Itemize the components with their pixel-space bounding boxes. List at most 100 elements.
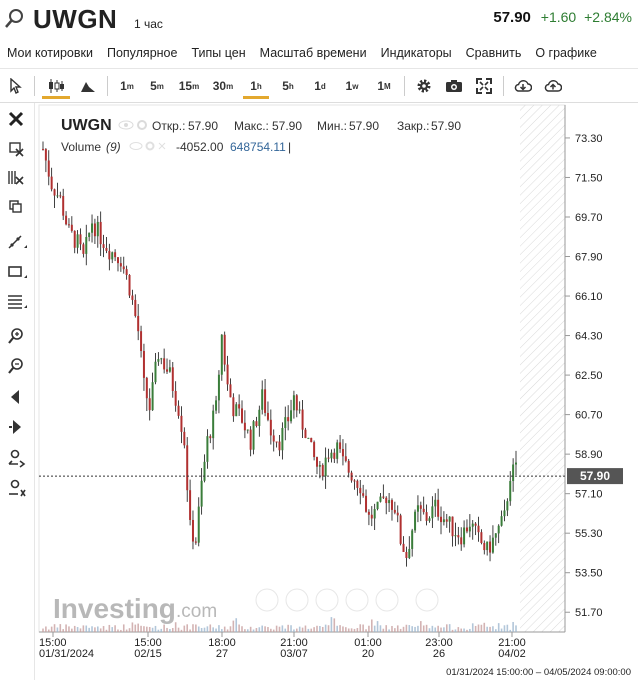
zoom-out-icon[interactable]	[4, 355, 28, 377]
y-tick-label: 67.90	[575, 252, 603, 264]
eye-icon[interactable]	[118, 120, 134, 130]
nav-right-button[interactable]	[415, 588, 439, 612]
legend-high: 57.90	[272, 119, 302, 133]
interval-15m[interactable]: 15 m	[178, 79, 200, 93]
zoom-reset-icon[interactable]	[4, 447, 28, 469]
volume-bar	[111, 627, 114, 632]
scroll-left-icon[interactable]	[4, 386, 28, 408]
nav-zoom-in-button[interactable]	[285, 588, 309, 612]
chart-area[interactable]: 73.30 71.50 69.70 67.90 66.10 64.30 62.50 60.70…	[35, 103, 638, 680]
candle	[134, 294, 137, 318]
volume-bar	[489, 626, 491, 632]
candle	[448, 516, 451, 533]
volume-bar	[376, 621, 379, 632]
volume-bar	[128, 628, 131, 632]
volume-bars	[42, 617, 517, 632]
candle	[56, 182, 59, 199]
menu-time-scale[interactable]: Масштаб времени	[259, 46, 367, 60]
candle	[111, 251, 114, 264]
menu-compare[interactable]: Сравнить	[465, 46, 522, 60]
volume-bar	[229, 626, 232, 632]
magnet-icon[interactable]	[4, 477, 28, 499]
candle	[209, 434, 212, 444]
volume-bar	[200, 627, 203, 632]
volume-bar	[226, 629, 229, 632]
volume-bar	[324, 624, 327, 632]
nav-fit-button[interactable]	[375, 588, 399, 612]
eye-icon[interactable]	[129, 142, 143, 150]
interval-30m[interactable]: 30 m	[212, 79, 234, 93]
menu-my-quotes[interactable]: Мои котировки	[7, 46, 93, 60]
candle	[515, 450, 517, 476]
trend-line-icon[interactable]	[4, 231, 28, 253]
svg-text:57.90: 57.90	[580, 469, 610, 483]
volume-bar	[451, 629, 454, 632]
delete-drawings-icon[interactable]	[4, 138, 28, 160]
volume-bar	[316, 625, 318, 632]
candle	[379, 493, 382, 503]
menu-popular[interactable]: Популярное	[106, 46, 178, 60]
cursor-icon[interactable]	[0, 71, 30, 101]
volume-bar	[206, 626, 209, 632]
candle	[330, 449, 333, 463]
candle	[203, 454, 206, 483]
candlestick-type-icon[interactable]	[39, 71, 73, 101]
cloud-download-icon[interactable]	[508, 71, 538, 101]
nav-left-button[interactable]	[255, 588, 279, 612]
volume-bar	[221, 629, 223, 632]
menu-about-chart[interactable]: О графике	[535, 46, 597, 60]
candle	[131, 289, 134, 305]
candle	[333, 448, 336, 464]
candle	[93, 218, 96, 244]
nav-zoom-out-button[interactable]	[315, 588, 339, 612]
candle	[359, 479, 362, 505]
zoom-in-icon[interactable]	[4, 325, 28, 347]
area-type-icon[interactable]	[73, 71, 103, 101]
x-tick-time: 01:00	[354, 637, 382, 649]
fibonacci-icon[interactable]	[4, 291, 28, 313]
gear-icon[interactable]	[409, 71, 439, 101]
price-chart[interactable]: 73.30 71.50 69.70 67.90 66.10 64.30 62.50 60.70…	[35, 103, 638, 680]
close-icon[interactable]	[4, 108, 28, 130]
gear-icon[interactable]	[145, 141, 155, 151]
volume-bar	[249, 626, 252, 632]
gear-icon[interactable]	[137, 120, 147, 130]
scroll-right-icon[interactable]	[4, 416, 28, 438]
search-icon[interactable]	[4, 7, 26, 29]
candle	[76, 230, 79, 254]
menu-price-types[interactable]: Типы цен	[191, 46, 246, 60]
volume-bar	[91, 626, 93, 632]
candle	[246, 429, 249, 434]
camera-icon[interactable]	[439, 71, 469, 101]
copy-icon[interactable]	[4, 196, 28, 218]
close-icon[interactable]	[158, 142, 166, 150]
candle	[65, 211, 68, 226]
volume-bar	[422, 625, 425, 632]
candle	[125, 265, 128, 280]
volume-bar	[246, 629, 249, 632]
volume-bar	[379, 625, 382, 632]
y-tick-label: 53.50	[575, 568, 603, 580]
fullscreen-icon[interactable]	[469, 71, 499, 101]
candle	[451, 516, 454, 547]
y-tick-label: 73.30	[575, 133, 603, 145]
rectangle-icon[interactable]	[4, 261, 28, 283]
volume-bar	[437, 625, 439, 632]
candle	[99, 211, 102, 256]
menu-indicators[interactable]: Индикаторы	[380, 46, 452, 60]
volume-bar	[53, 624, 56, 632]
candle	[414, 509, 417, 533]
cloud-upload-icon[interactable]	[538, 71, 568, 101]
volume-bar	[192, 624, 194, 632]
nav-reset-button[interactable]	[345, 588, 369, 612]
candle	[422, 496, 425, 515]
volume-bar	[131, 622, 134, 632]
delete-all-icon[interactable]	[4, 167, 28, 189]
